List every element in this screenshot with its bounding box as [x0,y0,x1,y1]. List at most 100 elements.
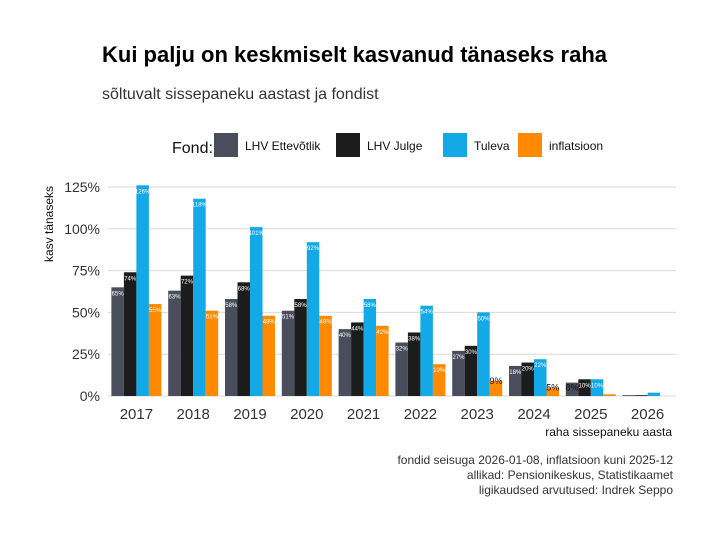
legend-key-lhv-julge [336,133,360,157]
y-tick-label: 50% [72,304,100,320]
legend: LHV Ettevõtlik LHV Julge Tuleva inflatsioon [214,133,603,157]
bar-tuleva-2020 [306,242,320,396]
bar-inflatsioon-2018 [205,310,219,396]
bar-lhv-julge-2023 [464,345,478,396]
x-tick-label: 2022 [404,406,437,423]
bar-lhv-julge-2020 [294,299,307,396]
legend-label: Tuleva [474,139,510,153]
data-label: 74% [124,276,137,282]
caption-line-1: fondid seisuga 2026-01-08, inflatsioon k… [397,453,673,467]
data-label: 48% [320,320,333,326]
data-label: 58% [225,303,238,309]
caption-line-3: ligikaudsed arvutused: Indrek Seppo [479,483,673,497]
data-label: 27% [452,355,465,361]
bar-lhv-ettev-tlik-2021 [338,329,352,396]
data-label: 51% [282,315,295,321]
data-label: 63% [168,295,181,301]
data-label: 9% [489,376,502,386]
y-tick-label: 125% [64,179,100,195]
data-label: 126% [135,189,151,195]
data-label: 54% [421,310,434,316]
bar-lhv-ettev-tlik-2019 [225,299,238,396]
bar-lhv-julge-2025 [578,379,591,396]
bar-tuleva-2023 [477,312,490,396]
legend-key-lhv-ettev-tlik [214,133,238,157]
bar-inflatsioon-2021 [376,325,389,396]
data-labels: 65%63%58%51%40%32%27%18%8%74%72%68%58%44… [112,189,604,392]
data-label: 40% [339,333,352,339]
legend-label: LHV Julge [367,139,423,153]
x-tick-label: 2026 [631,406,664,423]
chart-title: Kui palju on keskmiselt kasvanud tänasek… [102,42,608,67]
y-tick-label: 0% [80,388,100,404]
bars [111,185,661,396]
data-label: 51% [206,315,219,321]
x-tick-label: 2021 [347,406,380,423]
bar-lhv-ettev-tlik-2024 [509,365,522,396]
y-tick-label: 75% [72,263,100,279]
bar-lhv-ettev-tlik-2020 [281,310,295,396]
bar-tuleva-2026 [647,392,661,396]
bar-inflatsioon-2024 [546,387,559,396]
data-label: 20% [522,367,535,373]
bar-lhv-ettev-tlik-2026 [622,395,636,396]
x-tick-label: 2018 [177,406,210,423]
data-label: 19% [433,368,446,374]
bar-inflatsioon-2017 [148,304,162,396]
y-tick-label: 25% [72,346,100,362]
bar-lhv-ettev-tlik-2018 [168,290,181,396]
x-tick-label: 2019 [233,406,266,423]
x-tick-label: 2017 [120,406,153,423]
bar-inflatsioon-2019 [262,315,275,396]
x-axis-ticks: 2017 2018 2019 2020 2021 2022 2023 2024 2025 2026 [120,406,665,423]
bar-lhv-ettev-tlik-2025 [565,382,579,396]
data-label: 30% [465,350,478,356]
data-label: 92% [307,246,320,252]
bar-tuleva-2021 [363,299,377,396]
data-label: 10% [579,383,592,389]
bar-lhv-julge-2022 [407,332,421,396]
data-label: 55% [149,308,162,314]
data-label: 8% [566,383,579,393]
data-label: 58% [364,303,377,309]
bar-lhv-julge-2021 [351,322,364,396]
legend-title: Fond: [172,140,213,157]
bar-lhv-julge-2026 [635,395,648,396]
bar-lhv-julge-2017 [123,272,137,396]
x-tick-label: 2024 [517,406,550,423]
legend-label: inflatsioon [549,139,603,153]
data-label: 72% [181,280,194,286]
bar-tuleva-2022 [420,305,433,396]
bar-inflatsioon-2020 [319,315,332,396]
data-label: 48% [263,320,276,326]
bar-inflatsioon-2025 [603,394,616,396]
legend-label: LHV Ettevõtlik [245,139,321,153]
bar-inflatsioon-2022 [432,364,446,396]
x-tick-label: 2025 [574,406,607,423]
data-label: 65% [112,291,125,297]
data-label: 32% [396,346,409,352]
bar-lhv-julge-2024 [521,362,534,396]
bar-tuleva-2025 [590,379,604,396]
data-label: 44% [351,326,364,332]
bar-inflatsioon-2023 [489,380,503,396]
legend-key-inflatsioon [518,133,542,157]
bar-lhv-ettev-tlik-2023 [452,350,465,396]
data-label: 58% [295,303,308,309]
chart-subtitle: sõltuvalt sissepaneku aastast ja fondist [102,86,379,103]
bar-tuleva-2017 [136,185,149,396]
data-label: 5% [546,383,559,393]
legend-key-tuleva [443,133,467,157]
bar-lhv-ettev-tlik-2022 [395,342,408,396]
data-label: 38% [408,336,421,342]
x-tick-label: 2023 [461,406,494,423]
data-label: 10% [591,383,604,389]
bar-lhv-julge-2019 [237,282,250,396]
y-axis-ticks: 0% 25% 50% 75% 100% 125% [64,179,100,404]
x-axis-title: raha sissepaneku aasta [545,425,672,439]
bar-lhv-ettev-tlik-2017 [111,287,124,396]
x-tick-label: 2020 [290,406,323,423]
bar-tuleva-2024 [534,359,547,396]
bar-tuleva-2018 [193,198,206,396]
